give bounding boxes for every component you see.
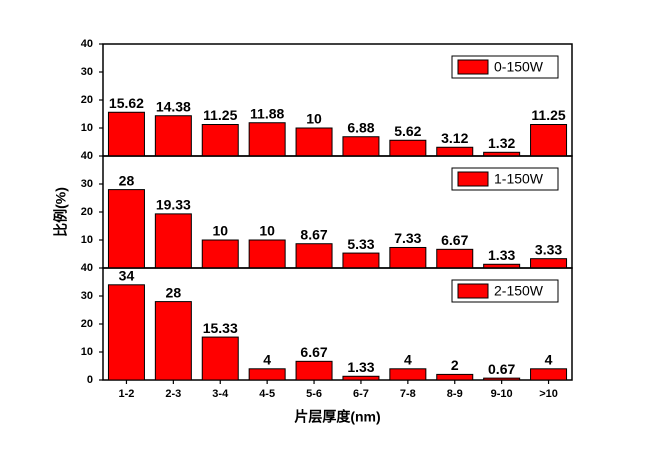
bar — [248, 239, 286, 269]
bar — [389, 246, 427, 269]
value-label: 5.33 — [347, 236, 374, 252]
value-label: 6.88 — [347, 119, 374, 135]
bar — [154, 115, 192, 157]
legend-swatch — [457, 283, 489, 299]
value-label: 14.38 — [156, 98, 191, 114]
bar — [248, 122, 286, 157]
value-label: 19.33 — [156, 197, 191, 213]
bar — [389, 139, 427, 157]
bar — [483, 377, 521, 381]
bar — [342, 136, 380, 157]
y-tick-label: 10 — [81, 122, 93, 134]
value-label: 1.33 — [488, 247, 515, 263]
x-tick-label: 7-8 — [400, 388, 416, 400]
y-tick-label: 10 — [81, 234, 93, 246]
value-label: 3.33 — [535, 241, 562, 257]
bar — [295, 243, 333, 269]
y-tick-label: 40 — [81, 262, 93, 274]
value-label: 4 — [545, 352, 553, 368]
bar — [201, 336, 239, 381]
value-label: 15.33 — [203, 320, 238, 336]
x-axis-label: 片层厚度(nm) — [294, 409, 380, 425]
value-label: 28 — [166, 284, 182, 300]
bar — [530, 368, 568, 381]
y-tick-label: 30 — [81, 178, 93, 190]
bar — [154, 213, 192, 269]
y-tick-label: 10 — [81, 346, 93, 358]
legend-label: 1-150W — [494, 171, 544, 187]
y-tick-label: 20 — [81, 318, 93, 330]
value-label: 1.33 — [347, 359, 374, 375]
y-tick-label: 30 — [81, 290, 93, 302]
bar — [248, 368, 286, 381]
legend-swatch — [457, 171, 489, 187]
bar — [154, 301, 192, 381]
x-tick-label: 1-2 — [118, 388, 134, 400]
bar — [107, 189, 145, 269]
bar — [342, 375, 380, 381]
x-tick-label: 5-6 — [306, 388, 322, 400]
value-label: 1.32 — [488, 135, 515, 151]
bar — [530, 124, 568, 157]
x-tick-label: 8-9 — [447, 388, 463, 400]
value-label: 10 — [306, 111, 322, 127]
bar — [201, 239, 239, 269]
bar — [295, 127, 333, 157]
legend-swatch — [457, 59, 489, 75]
bar — [530, 258, 568, 269]
value-label: 6.67 — [441, 232, 468, 248]
bar — [389, 368, 427, 381]
bar — [436, 146, 474, 157]
x-tick-label: 6-7 — [353, 388, 369, 400]
x-tick-label: >10 — [539, 388, 558, 400]
value-label: 11.25 — [203, 107, 237, 123]
bar — [107, 284, 145, 381]
value-label: 0.67 — [488, 361, 515, 377]
value-label: 8.67 — [300, 226, 327, 242]
value-label: 5.62 — [394, 123, 421, 139]
y-tick-label: 0 — [87, 374, 93, 386]
value-label: 11.88 — [250, 105, 284, 121]
value-label: 10 — [212, 223, 228, 239]
y-tick-label: 30 — [81, 66, 93, 78]
bar — [342, 252, 380, 269]
y-tick-label: 40 — [81, 38, 93, 50]
value-label: 4 — [404, 352, 412, 368]
value-label: 28 — [119, 172, 135, 188]
bar — [436, 373, 474, 381]
value-label: 4 — [263, 352, 271, 368]
y-tick-label: 40 — [81, 150, 93, 162]
value-label: 10 — [259, 223, 275, 239]
x-tick-label: 2-3 — [165, 388, 181, 400]
legend-label: 2-150W — [494, 283, 544, 299]
bar — [295, 360, 333, 381]
x-tick-label: 9-10 — [491, 388, 513, 400]
y-tick-label: 20 — [81, 206, 93, 218]
value-label: 11.25 — [531, 107, 565, 123]
value-label: 7.33 — [394, 230, 421, 246]
bar — [436, 248, 474, 269]
y-tick-label: 20 — [81, 94, 93, 106]
value-label: 6.67 — [300, 344, 327, 360]
x-tick-label: 4-5 — [259, 388, 275, 400]
value-label: 15.62 — [109, 95, 144, 111]
bar — [201, 124, 239, 157]
value-label: 34 — [119, 268, 135, 284]
value-label: 3.12 — [441, 130, 468, 146]
value-label: 2 — [451, 357, 459, 373]
x-tick-label: 3-4 — [212, 388, 229, 400]
bar — [107, 111, 145, 157]
y-axis-label: 比例(%) — [53, 187, 69, 237]
legend-label: 0-150W — [494, 59, 544, 75]
